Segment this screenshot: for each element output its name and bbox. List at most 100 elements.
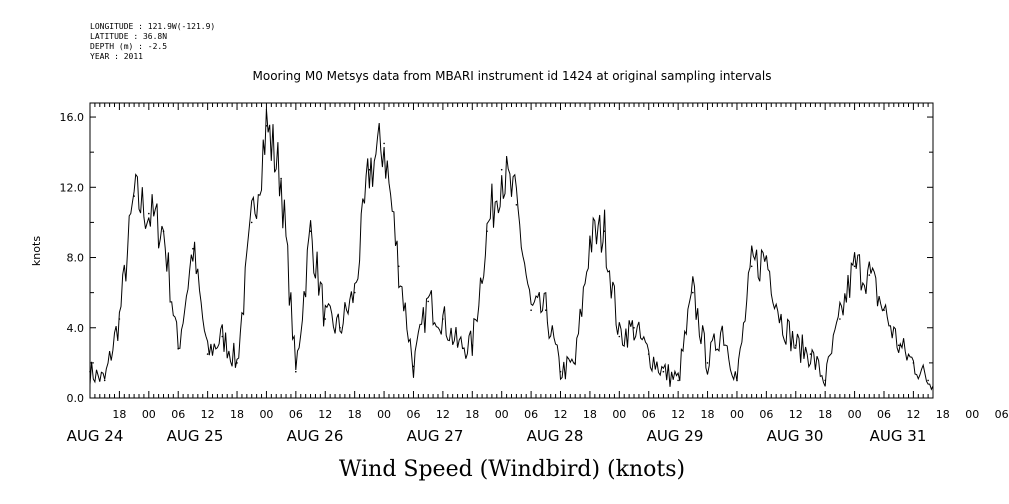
y-axis-label: knots [30,236,43,266]
data-point [559,370,562,373]
data-point [456,344,459,347]
series-group [89,108,934,391]
data-point [618,335,621,338]
data-point [545,309,547,312]
data-point [750,265,753,268]
y-tick-label: 16.0 [60,111,85,124]
data-point [633,327,635,329]
x-hour-label: 18 [230,408,244,421]
depth-text: DEPTH (m) : -2.5 [90,42,168,51]
x-hour-label: 00 [495,408,509,421]
x-hour-label: 18 [818,408,832,421]
data-point [486,230,488,232]
data-point [442,318,444,320]
data-point [471,344,474,347]
longitude-text: LONGITUDE : 121.9W(-121.9) [90,22,216,31]
data-point [353,291,356,294]
data-point [589,239,591,241]
data-point [339,327,341,329]
x-day-label: AUG 30 [767,427,824,445]
latitude-text: LATITUDE : 36.8N [90,32,168,41]
x-hour-label: 18 [112,408,126,421]
x-day-label: AUG 29 [647,427,704,445]
data-point [530,309,532,312]
data-point [383,142,385,145]
data-point [398,265,400,268]
x-hour-label: 18 [465,408,479,421]
data-point [103,379,106,382]
data-point [824,379,826,382]
data-point [427,300,430,303]
data-point [515,204,518,206]
data-point [868,274,871,276]
data-point [118,318,121,320]
data-point [912,362,915,364]
data-point [662,370,665,373]
y-axis: 0.0 4.0 8.0 12.0 16.0 [60,111,933,405]
x-hour-label: 00 [965,408,979,421]
data-point [412,365,415,368]
data-point [221,335,224,338]
data-point [324,318,327,320]
x-hour-label: 00 [612,408,626,421]
data-point [192,247,194,250]
data-point [927,379,929,382]
data-point [809,353,812,355]
x-hour-label: 12 [554,408,568,421]
data-point [780,318,782,320]
data-point [897,344,900,347]
data-point [853,265,856,268]
data-point [89,370,91,373]
data-point [162,230,165,232]
x-axis: 18 00 06 12 18 00 06 12 18 00 06 12 18 00 06 12 18 00 06 12… [67,103,1009,445]
x-hour-label: 00 [848,408,862,421]
x-hour-label: 18 [348,408,362,421]
data-point [795,344,797,347]
x-hour-label: 06 [171,408,185,421]
y-tick-label: 4.0 [67,322,85,335]
data-point [280,177,282,180]
x-hour-label: 00 [730,408,744,421]
data-point [603,230,606,232]
x-hour-label: 18 [936,408,950,421]
x-hour-label: 06 [995,408,1009,421]
x-hour-label: 12 [436,408,450,421]
x-day-label: AUG 31 [870,427,927,445]
x-day-label: AUG 27 [407,427,464,445]
x-hour-label: 12 [789,408,803,421]
year-text: YEAR : 2011 [90,52,143,61]
x-hour-label: 12 [318,408,332,421]
data-point [500,168,503,171]
data-point [574,362,576,364]
data-point [692,291,694,294]
data-point [133,195,135,197]
x-axis-label: Wind Speed (Windbird) (knots) [339,457,685,482]
x-day-label: AUG 25 [167,427,224,445]
wind-speed-line [89,108,934,391]
data-point [839,318,841,320]
x-day-label: AUG 24 [67,427,124,445]
metadata-block: LONGITUDE : 121.9W(-121.9) LATITUDE : 36… [90,22,215,62]
chart-title: Mooring M0 Metsys data from MBARI instru… [253,69,772,83]
data-point [236,362,238,364]
data-point [309,230,312,232]
x-day-label: AUG 26 [287,427,344,445]
x-hour-label: 06 [406,408,420,421]
data-point [177,348,179,350]
data-point [736,379,738,382]
data-point [647,353,650,355]
data-point [265,125,268,127]
x-hour-label: 06 [642,408,656,421]
y-tick-label: 0.0 [67,392,85,405]
y-tick-label: 12.0 [60,181,85,194]
data-point [148,212,150,215]
data-point [765,256,768,259]
x-hour-label: 12 [671,408,685,421]
x-hour-label: 06 [289,408,303,421]
x-hour-label: 06 [524,408,538,421]
x-hour-label: 18 [583,408,597,421]
x-hour-label: 00 [377,408,391,421]
data-point [721,327,724,329]
data-point [883,309,885,312]
